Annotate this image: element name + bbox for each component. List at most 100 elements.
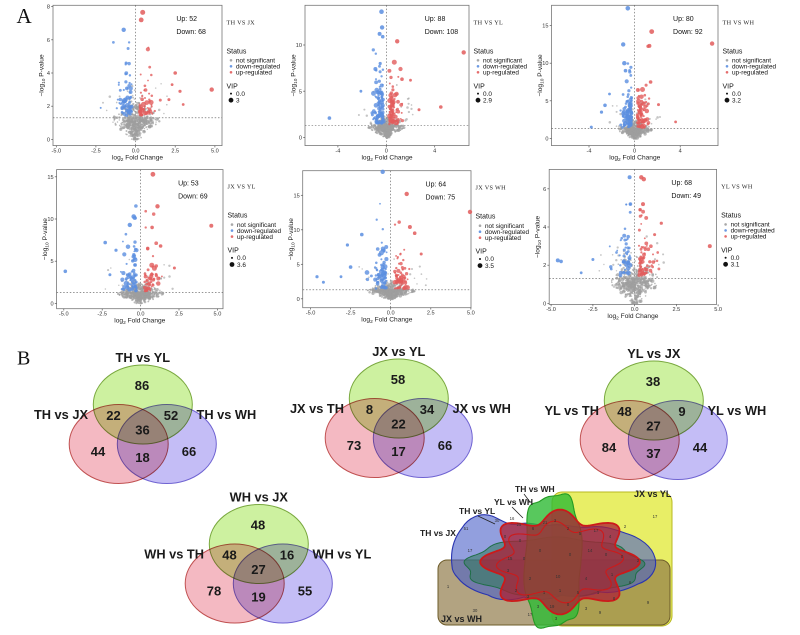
svg-text:14: 14	[588, 548, 593, 553]
svg-text:log2 Fold Change: log2 Fold Change	[114, 318, 165, 327]
svg-text:0: 0	[567, 602, 570, 607]
svg-text:84: 84	[602, 440, 617, 455]
svg-text:15: 15	[508, 556, 513, 561]
svg-text:5: 5	[577, 590, 580, 595]
svg-text:Down: 49: Down: 49	[671, 193, 701, 200]
svg-text:2.9: 2.9	[483, 98, 492, 105]
svg-text:VIP: VIP	[474, 83, 486, 90]
svg-text:3: 3	[537, 604, 540, 609]
svg-text:2.5: 2.5	[427, 311, 435, 317]
svg-text:-2.5: -2.5	[97, 312, 107, 318]
svg-text:22: 22	[391, 417, 405, 432]
svg-text:9: 9	[647, 600, 650, 605]
svg-text:WH vs JX: WH vs JX	[230, 490, 289, 505]
svg-text:86: 86	[135, 378, 149, 393]
svg-text:10: 10	[556, 574, 561, 579]
svg-text:up-regulated: up-regulated	[731, 234, 767, 241]
svg-text:36: 36	[135, 423, 149, 438]
svg-text:48: 48	[251, 518, 265, 533]
svg-text:37: 37	[646, 446, 660, 461]
svg-text:1: 1	[543, 590, 546, 595]
svg-text:55: 55	[298, 584, 312, 599]
svg-text:VIP: VIP	[721, 247, 733, 254]
svg-text:17: 17	[391, 444, 405, 459]
svg-text:WH vs TH: WH vs TH	[144, 547, 204, 562]
svg-text:2: 2	[47, 104, 50, 110]
svg-text:0.0: 0.0	[485, 256, 494, 263]
svg-text:8: 8	[366, 402, 373, 417]
svg-text:-5.0: -5.0	[59, 312, 69, 318]
svg-text:VIP: VIP	[227, 83, 239, 90]
svg-text:Down: 75: Down: 75	[426, 194, 456, 201]
svg-text:0: 0	[519, 538, 522, 543]
svg-text:1: 1	[447, 584, 450, 589]
svg-text:Up: 52: Up: 52	[176, 16, 197, 23]
svg-text:5: 5	[297, 262, 300, 268]
svg-text:9: 9	[678, 404, 685, 419]
svg-text:-2.5: -2.5	[91, 148, 101, 154]
svg-text:TH vs WH: TH vs WH	[197, 407, 257, 422]
svg-text:3: 3	[507, 568, 510, 573]
svg-text:up-regulated: up-regulated	[237, 234, 273, 241]
svg-text:3.5: 3.5	[485, 263, 494, 270]
svg-text:2: 2	[637, 558, 640, 563]
svg-text:0: 0	[385, 148, 388, 154]
svg-text:66: 66	[438, 438, 452, 453]
svg-text:TH VS JX: TH VS JX	[227, 19, 256, 26]
svg-text:34: 34	[420, 402, 435, 417]
svg-text:0: 0	[633, 148, 636, 154]
svg-text:2: 2	[529, 576, 532, 581]
svg-text:1: 1	[559, 588, 562, 593]
svg-text:Status: Status	[476, 214, 496, 221]
svg-text:YL VS WH: YL VS WH	[721, 183, 753, 190]
svg-text:0.0: 0.0	[483, 91, 492, 98]
svg-text:0: 0	[50, 301, 53, 307]
svg-text:0: 0	[539, 548, 542, 553]
svg-text:down-regulated: down-regulated	[237, 228, 282, 235]
svg-text:44: 44	[91, 444, 106, 459]
svg-text:3: 3	[554, 518, 557, 523]
svg-text:not significant: not significant	[483, 58, 522, 65]
svg-text:2: 2	[567, 526, 570, 531]
svg-text:not significant: not significant	[237, 222, 276, 229]
svg-text:log2 Fold Change: log2 Fold Change	[361, 154, 412, 163]
svg-text:−log10 P-value: −log10 P-value	[535, 215, 544, 258]
svg-text:30: 30	[473, 608, 478, 613]
svg-text:TH VS WH: TH VS WH	[723, 19, 755, 26]
svg-text:JX vs YL: JX vs YL	[634, 489, 672, 499]
svg-text:19: 19	[251, 590, 265, 605]
svg-text:VIP: VIP	[476, 249, 488, 256]
svg-text:0.0: 0.0	[237, 255, 246, 262]
svg-text:up-regulated: up-regulated	[483, 70, 519, 77]
svg-text:−log10 P-value: −log10 P-value	[537, 54, 546, 97]
svg-text:17: 17	[594, 528, 599, 533]
svg-text:30: 30	[495, 518, 500, 523]
svg-text:4: 4	[543, 225, 546, 231]
svg-text:WH vs YL: WH vs YL	[313, 547, 372, 562]
svg-text:-5.0: -5.0	[306, 311, 316, 317]
svg-text:15: 15	[542, 24, 548, 30]
svg-text:Status: Status	[723, 48, 743, 55]
svg-text:Up: 80: Up: 80	[673, 16, 694, 23]
svg-text:Up: 88: Up: 88	[425, 16, 446, 23]
svg-text:4: 4	[609, 534, 612, 539]
svg-text:3: 3	[236, 98, 240, 105]
svg-text:1: 1	[611, 572, 614, 577]
svg-text:19: 19	[550, 604, 555, 609]
svg-text:VIP: VIP	[228, 248, 240, 255]
svg-text:6: 6	[532, 526, 535, 531]
svg-text:3: 3	[527, 594, 530, 599]
svg-text:8: 8	[613, 596, 616, 601]
svg-text:TH vs YL: TH vs YL	[116, 350, 171, 365]
svg-text:0.0: 0.0	[731, 255, 740, 262]
svg-text:2: 2	[624, 524, 627, 529]
svg-text:−log10 P-value: −log10 P-value	[288, 218, 297, 261]
svg-text:5: 5	[50, 259, 53, 265]
svg-text:0.0: 0.0	[236, 91, 245, 98]
svg-text:Status: Status	[721, 212, 741, 219]
svg-text:0.0: 0.0	[732, 91, 741, 98]
svg-text:4: 4	[433, 148, 436, 154]
svg-text:B: B	[17, 348, 30, 370]
svg-text:4: 4	[585, 576, 588, 581]
svg-text:TH vs YL: TH vs YL	[459, 506, 495, 516]
